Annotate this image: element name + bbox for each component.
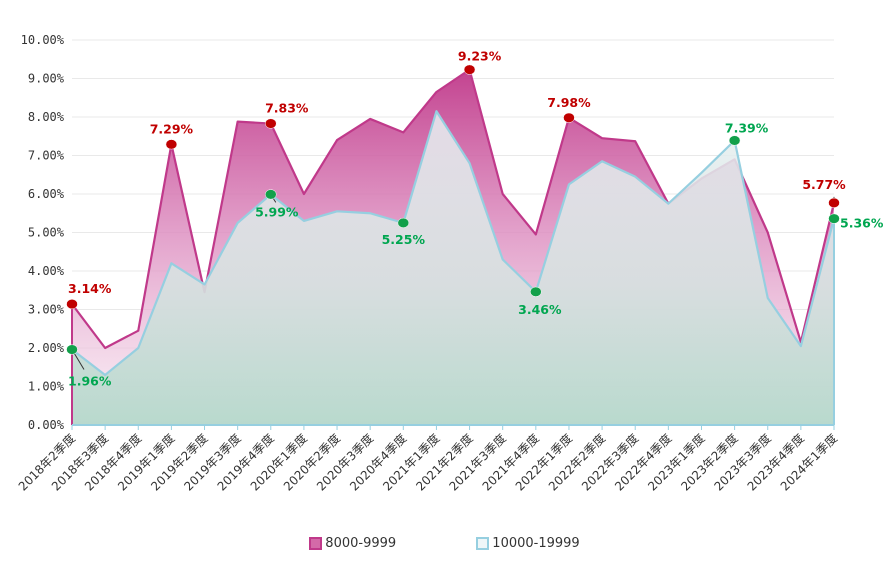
x-tick-label-0: 2018年2季度 <box>15 431 78 494</box>
marker-series-1-23 <box>828 197 840 208</box>
legend-label-series-2: 10000-19999 <box>492 536 580 551</box>
y-tick-label-3: 3.00% <box>28 303 65 317</box>
y-axis-ticks: 0.00% 1.00% 2.00% 3.00% 4.00% 5.00% 6.00% 7.00%… <box>21 33 65 432</box>
x-tick-label-2: 2018年4季度 <box>81 431 144 494</box>
x-tick-label-13: 2021年3季度 <box>446 431 509 494</box>
y-tick-label-2: 2.00% <box>28 341 65 355</box>
marker-series-2-14 <box>530 286 542 297</box>
y-tick-label-8: 8.00% <box>28 110 65 124</box>
y-tick-label-0: 0.00% <box>28 418 65 432</box>
data-label-series-1-23: 5.77% <box>802 177 846 192</box>
data-label-series-1-3: 7.29% <box>150 121 194 136</box>
y-tick-label-1: 1.00% <box>28 380 65 394</box>
x-tick-label-12: 2021年2季度 <box>413 431 476 494</box>
data-label-series-2-20: 7.39% <box>725 120 769 135</box>
y-tick-label-6: 6.00% <box>28 187 65 201</box>
x-tick-label-1: 2018年3季度 <box>48 431 111 494</box>
x-tick-label-22: 2023年4季度 <box>744 431 807 494</box>
marker-series-1-12 <box>463 64 476 75</box>
marker-series-2-0 <box>66 344 78 355</box>
data-label-series-1-0: 3.14% <box>68 281 112 296</box>
data-label-series-1-15: 7.98% <box>547 95 591 110</box>
x-tick-label-6: 2019年4季度 <box>214 431 277 494</box>
x-tick-label-9: 2020年3季度 <box>313 431 376 494</box>
x-tick-label-16: 2022年2季度 <box>545 431 608 494</box>
x-tick-label-23: 2024年1季度 <box>777 431 840 494</box>
data-label-series-2-10: 5.25% <box>382 232 426 247</box>
x-tick-label-5: 2019年3季度 <box>181 431 244 494</box>
series-areas <box>71 68 836 426</box>
data-label-series-2-0: 1.96% <box>68 374 112 389</box>
marker-series-2-20 <box>728 135 741 146</box>
x-tick-label-14: 2021年4季度 <box>479 431 542 494</box>
legend-item-series-2[interactable]: 10000-19999 <box>476 536 580 551</box>
data-label-series-1-12: 9.23% <box>458 49 502 64</box>
y-tick-label-10: 10.00% <box>21 33 65 47</box>
x-tick-label-19: 2023年1季度 <box>645 431 708 494</box>
x-tick-label-7: 2020年1季度 <box>247 431 310 494</box>
x-tick-label-15: 2022年1季度 <box>512 431 575 494</box>
x-tick-label-17: 2022年3季度 <box>578 431 641 494</box>
x-tick-label-11: 2021年1季度 <box>379 431 442 494</box>
data-markers <box>66 64 840 370</box>
line-series-2 <box>71 110 836 377</box>
marker-series-2-10 <box>397 217 410 228</box>
x-tick-label-3: 2019年1季度 <box>114 431 177 494</box>
y-tick-label-7: 7.00% <box>28 149 65 163</box>
data-label-series-2-23: 5.36% <box>840 216 884 231</box>
x-axis-ticks: 2018年2季度2018年3季度2018年4季度2019年1季度2019年2季度… <box>15 425 840 494</box>
x-tick-label-21: 2023年3季度 <box>711 431 774 494</box>
data-label-series-2-14: 3.46% <box>518 302 562 317</box>
marker-series-2-23 <box>828 213 840 224</box>
marker-series-1-6 <box>265 118 277 129</box>
legend-label-series-1: 8000-9999 <box>325 536 397 551</box>
x-tick-label-18: 2022年4季度 <box>611 431 674 494</box>
x-tick-label-20: 2023年2季度 <box>678 431 741 494</box>
legend-swatch-series-2 <box>476 537 490 550</box>
y-tick-label-9: 9.00% <box>28 72 65 86</box>
data-labels: 3.14% 7.29% 7.83% 9.23% 7.98% 5.77% 1.96% 5.99%… <box>68 49 884 389</box>
marker-series-1-15 <box>563 112 575 123</box>
area-fill-series-2 <box>72 111 834 425</box>
legend: 8000-9999 10000-19999 <box>0 536 889 554</box>
x-tick-label-4: 2019年2季度 <box>148 431 211 494</box>
x-tick-label-8: 2020年2季度 <box>280 431 343 494</box>
legend-swatch-series-1 <box>309 537 323 550</box>
x-tick-label-10: 2020年4季度 <box>346 431 409 494</box>
marker-series-1-3 <box>165 139 178 150</box>
legend-item-series-1[interactable]: 8000-9999 <box>309 536 396 551</box>
marker-series-2-6 <box>265 189 277 200</box>
y-tick-label-5: 5.00% <box>28 226 65 240</box>
data-label-series-2-6: 5.99% <box>255 204 299 219</box>
y-tick-label-4: 4.00% <box>28 264 65 278</box>
marker-series-1-0 <box>66 299 78 310</box>
data-label-series-1-6: 7.83% <box>265 101 309 116</box>
